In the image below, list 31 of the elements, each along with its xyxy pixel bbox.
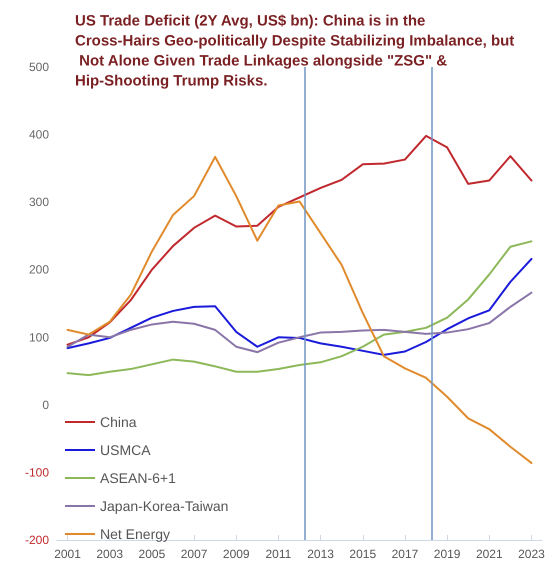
legend-label: Net Energy xyxy=(100,526,170,542)
line-series xyxy=(66,258,532,356)
x-tick-label: 2023 xyxy=(518,547,546,561)
x-tick-label: 2007 xyxy=(180,547,208,561)
line-series xyxy=(66,240,532,376)
x-tick-label: 2011 xyxy=(266,547,292,561)
line-series xyxy=(66,156,532,464)
y-tick-label: -200 xyxy=(24,533,50,547)
y-tick-label: 0 xyxy=(42,398,50,412)
x-tick-label: 2005 xyxy=(138,547,166,561)
y-tick-label: 300 xyxy=(28,195,50,210)
x-tick-label: 2021 xyxy=(476,547,503,561)
x-tick-label: 2013 xyxy=(307,547,334,561)
y-tick-label: 400 xyxy=(28,128,50,142)
x-tick-label: 2017 xyxy=(392,547,419,561)
chart-title: US Trade Deficit (2Y Avg, US$ bn): China is in the Cross-Hairs Geo-politically Despite Stabilizing Imbalance, but Not Alone Given Trade Linkages alongside "ZSG" & Hip-Shooting Trump Risks. xyxy=(75,12,514,90)
line-series xyxy=(66,134,532,346)
line-series xyxy=(66,292,532,354)
x-tick-label: 2001 xyxy=(54,547,82,561)
x-tick-label: 2019 xyxy=(434,547,461,561)
legend-label: China xyxy=(100,414,137,430)
legend-label: Japan-Korea-Taiwan xyxy=(100,498,228,514)
legend-label: USMCA xyxy=(100,442,152,458)
y-tick-label: -100 xyxy=(24,465,50,480)
x-tick-label: 2003 xyxy=(96,547,124,561)
y-tick-label: 200 xyxy=(28,262,50,277)
x-tick-label: 2015 xyxy=(349,547,376,561)
legend-label: ASEAN-6+1 xyxy=(100,470,176,486)
x-tick-label: 2009 xyxy=(222,547,250,561)
y-tick-label: 500 xyxy=(28,60,50,74)
y-tick-label: 100 xyxy=(28,330,50,344)
